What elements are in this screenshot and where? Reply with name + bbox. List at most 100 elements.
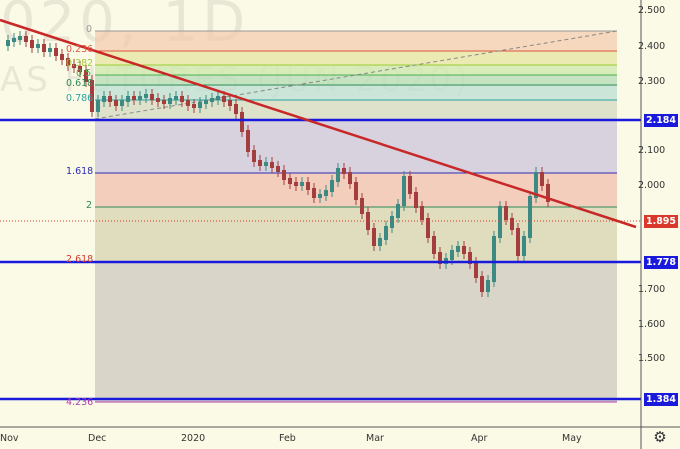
price-tick: 1.500 bbox=[638, 353, 666, 364]
candle-body bbox=[234, 104, 238, 114]
candle-body bbox=[210, 98, 214, 102]
candle-body bbox=[450, 250, 454, 260]
candle-body bbox=[492, 236, 496, 282]
candle-body bbox=[228, 100, 232, 106]
candle-body bbox=[102, 96, 106, 102]
candle-body bbox=[120, 100, 124, 106]
candle-body bbox=[90, 80, 94, 112]
candle-body bbox=[300, 182, 304, 186]
candle-body bbox=[546, 184, 550, 202]
candle-body bbox=[66, 58, 70, 66]
candle-body bbox=[336, 168, 340, 182]
candle-body bbox=[282, 170, 286, 180]
gear-icon[interactable]: ⚙ bbox=[653, 428, 667, 446]
price-tick: 1.600 bbox=[638, 319, 666, 330]
candle-body bbox=[534, 172, 538, 198]
price-tick: 2.000 bbox=[638, 180, 666, 191]
candle-body bbox=[18, 36, 22, 40]
candle-body bbox=[108, 96, 112, 102]
candle-body bbox=[498, 206, 502, 238]
candle-body bbox=[384, 226, 388, 240]
candle-body bbox=[204, 100, 208, 104]
candle-body bbox=[246, 130, 250, 152]
candle-body bbox=[186, 100, 190, 106]
candle-body bbox=[360, 198, 364, 214]
candle-body bbox=[438, 252, 442, 264]
candle-body bbox=[264, 162, 268, 166]
candle-body bbox=[366, 212, 370, 230]
candle-body bbox=[216, 96, 220, 100]
candle-body bbox=[276, 166, 280, 172]
candle-body bbox=[150, 94, 154, 100]
candle-body bbox=[516, 228, 520, 256]
candle-body bbox=[30, 40, 34, 48]
candle-body bbox=[432, 236, 436, 254]
fib-trend-dashed bbox=[94, 30, 618, 120]
candle-body bbox=[504, 206, 508, 220]
candle-body bbox=[144, 94, 148, 98]
fib-zone-2-2618 bbox=[95, 207, 617, 261]
candle-body bbox=[198, 102, 202, 108]
candle-body bbox=[528, 196, 532, 238]
price-tick: 2.300 bbox=[638, 76, 666, 87]
candle-body bbox=[402, 176, 406, 206]
candle-body bbox=[462, 246, 466, 254]
candle-body bbox=[270, 162, 274, 168]
candle-body bbox=[180, 96, 184, 102]
price-tick: 2.400 bbox=[638, 41, 666, 52]
fib-label-0618: 0.618 bbox=[66, 78, 94, 89]
candle-body bbox=[126, 96, 130, 102]
candle-body bbox=[372, 228, 376, 246]
time-tick: Feb bbox=[279, 433, 296, 444]
fib-label-0: 0 bbox=[86, 24, 93, 35]
candle-body bbox=[192, 104, 196, 108]
candle-body bbox=[288, 178, 292, 184]
candle-body bbox=[252, 150, 256, 162]
candle-body bbox=[48, 48, 52, 52]
candle-body bbox=[168, 98, 172, 104]
fib-zone-0618-0786 bbox=[95, 85, 617, 100]
candle-body bbox=[6, 40, 10, 46]
candle-body bbox=[348, 172, 352, 184]
price-badge-2184: 2.184 bbox=[644, 114, 678, 127]
candle-body bbox=[474, 262, 478, 278]
fib-label-0382: 0.382 bbox=[66, 58, 94, 69]
candle-body bbox=[36, 44, 40, 48]
fib-zone-1-1618 bbox=[95, 119, 617, 173]
price-tick: 2.500 bbox=[638, 5, 666, 16]
fib-zone-0236-0382 bbox=[95, 51, 617, 65]
time-tick: 2020 bbox=[181, 433, 206, 444]
candlestick-series bbox=[6, 31, 550, 297]
candle-body bbox=[480, 276, 484, 292]
candle-body bbox=[312, 188, 316, 198]
fib-zone-0-0236 bbox=[95, 31, 617, 51]
candle-body bbox=[510, 218, 514, 230]
candle-body bbox=[330, 180, 334, 192]
fib-label-2: 2 bbox=[86, 200, 93, 211]
fib-label-4236: 4.236 bbox=[66, 397, 94, 408]
candle-body bbox=[426, 218, 430, 238]
candle-body bbox=[222, 96, 226, 102]
candle-body bbox=[396, 204, 400, 218]
candle-body bbox=[174, 96, 178, 100]
candle-body bbox=[162, 100, 166, 104]
candle-body bbox=[342, 168, 346, 174]
fib-zone-2618-4236 bbox=[95, 261, 617, 402]
time-tick: Nov bbox=[0, 433, 19, 444]
candle-body bbox=[468, 252, 472, 264]
price-badge-current: 1.895 bbox=[644, 215, 678, 228]
time-tick: Mar bbox=[366, 433, 384, 444]
candle-body bbox=[258, 160, 262, 166]
fib-zone-0382-05 bbox=[95, 65, 617, 75]
candle-body bbox=[540, 172, 544, 186]
candle-body bbox=[354, 182, 358, 200]
candle-body bbox=[408, 176, 412, 194]
fib-label-0786: 0.786 bbox=[66, 93, 94, 104]
candle-body bbox=[24, 36, 28, 42]
downtrend-line bbox=[0, 18, 637, 229]
candle-body bbox=[324, 190, 328, 196]
fib-label-05: 0.5 bbox=[76, 68, 92, 79]
candle-body bbox=[12, 38, 16, 42]
